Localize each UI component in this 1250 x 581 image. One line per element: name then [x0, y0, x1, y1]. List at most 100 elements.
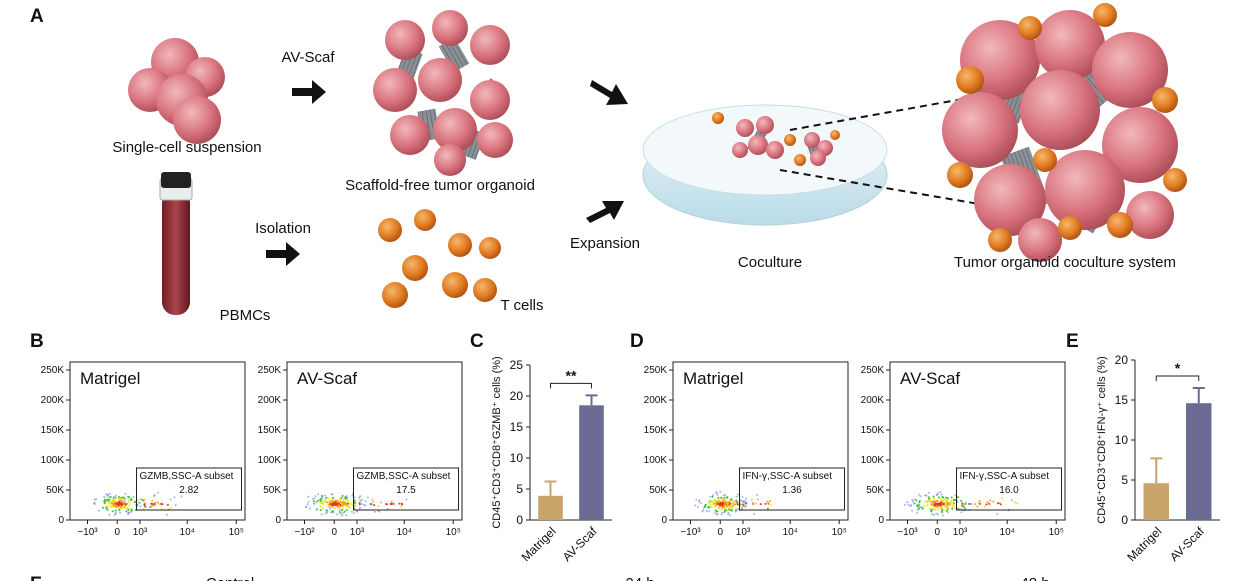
gate-value: 17.5 — [396, 485, 416, 496]
cell-sphere — [830, 130, 840, 140]
density-dot — [931, 513, 934, 516]
plot-frame — [286, 361, 463, 521]
density-dot — [127, 498, 130, 501]
density-dot — [106, 508, 109, 511]
x-tick-label: Matrigel — [519, 524, 559, 564]
density-dot — [709, 495, 712, 498]
density-dot — [348, 505, 351, 508]
density-dot — [948, 503, 951, 506]
caption: Isolation — [255, 220, 311, 237]
y-tick-label: 15 — [510, 420, 524, 434]
density-dot — [752, 502, 755, 505]
density-dot — [160, 502, 163, 505]
density-dot — [137, 498, 140, 501]
density-dot — [364, 504, 367, 507]
gate-label: IFN-γ,SSC-A subset — [960, 471, 1050, 482]
density-dot — [138, 501, 141, 504]
density-dot — [345, 509, 348, 512]
density-dot — [360, 498, 363, 501]
cell-sphere — [784, 134, 796, 146]
density-dot — [126, 507, 129, 510]
cell-sphere — [382, 282, 408, 308]
y-tick-label: 0 — [516, 513, 523, 527]
cell-sphere — [434, 144, 466, 176]
density-dot — [130, 499, 133, 502]
y-tick-label: 100K — [861, 455, 885, 466]
y-tick-label: 200K — [644, 395, 668, 406]
density-dot — [986, 501, 989, 504]
density-dot — [156, 501, 159, 504]
density-dot — [736, 503, 739, 506]
density-dot — [129, 511, 132, 514]
density-dot — [173, 496, 176, 499]
density-dot — [330, 506, 333, 509]
density-dot — [967, 503, 970, 506]
cell-sphere — [1107, 212, 1133, 238]
density-dot — [944, 506, 947, 509]
density-dot — [915, 499, 918, 502]
density-dot — [158, 503, 161, 506]
density-dot — [1013, 501, 1016, 504]
density-dot — [350, 510, 353, 513]
density-dot — [112, 502, 115, 505]
density-dot — [330, 511, 333, 514]
x-tick-label: AV-Scaf — [560, 524, 600, 564]
density-dot — [114, 509, 117, 512]
caption: T cells — [500, 297, 543, 314]
density-dot — [342, 511, 345, 514]
cell-sphere — [1093, 3, 1117, 27]
x-tick-label: 0 — [331, 527, 337, 538]
caption: PBMCs — [220, 307, 271, 324]
y-tick-label: 15 — [1115, 393, 1129, 407]
density-dot — [1010, 499, 1013, 502]
y-axis-label: CD45⁺CD3⁺CD8⁺IFN-γ⁺ cells (%) — [1096, 356, 1108, 523]
density-dot — [105, 505, 108, 508]
bar — [1186, 403, 1212, 520]
density-dot — [952, 503, 955, 506]
density-dot — [996, 513, 999, 516]
cell-sphere — [378, 218, 402, 242]
density-dot — [945, 500, 948, 503]
density-dot — [933, 503, 936, 506]
density-dot — [730, 509, 733, 512]
density-dot — [337, 502, 340, 505]
density-dot — [954, 499, 957, 502]
density-dot — [319, 509, 322, 512]
density-dot — [339, 499, 342, 502]
y-tick-label: 150K — [41, 425, 65, 436]
y-axis-label: CD45⁺CD3⁺CD8⁺GZMB⁺ cells (%) — [491, 356, 503, 528]
density-dot — [734, 502, 737, 505]
density-dot — [107, 499, 110, 502]
density-dot — [943, 498, 946, 501]
density-dot — [715, 492, 718, 495]
density-dot — [713, 502, 716, 505]
density-dot — [120, 500, 123, 503]
density-dot — [709, 503, 712, 506]
density-dot — [924, 500, 927, 503]
cell-sphere — [390, 115, 430, 155]
density-dot — [165, 513, 168, 516]
density-dot — [939, 497, 942, 500]
illustration — [159, 80, 986, 315]
density-dot — [732, 505, 735, 508]
x-tick-label: 10⁵ — [1049, 527, 1064, 538]
density-dot — [385, 502, 388, 505]
density-dot — [127, 508, 130, 511]
cell-sphere — [1152, 87, 1178, 113]
x-tick-label: −10³ — [77, 527, 98, 538]
gate — [956, 467, 1062, 511]
density-dot — [720, 513, 723, 516]
density-dot — [130, 508, 133, 511]
density-dot — [373, 504, 376, 507]
density-dot — [976, 505, 979, 508]
density-dot — [93, 498, 96, 501]
density-dot — [344, 503, 347, 506]
density-dot — [722, 494, 725, 497]
cell-sphere — [1020, 70, 1100, 150]
density-dot — [702, 506, 705, 509]
density-dot — [723, 506, 726, 509]
plot-title: AV-Scaf — [297, 369, 357, 388]
density-dot — [950, 496, 953, 499]
cell-sphere — [756, 116, 774, 134]
density-dot — [726, 496, 729, 499]
